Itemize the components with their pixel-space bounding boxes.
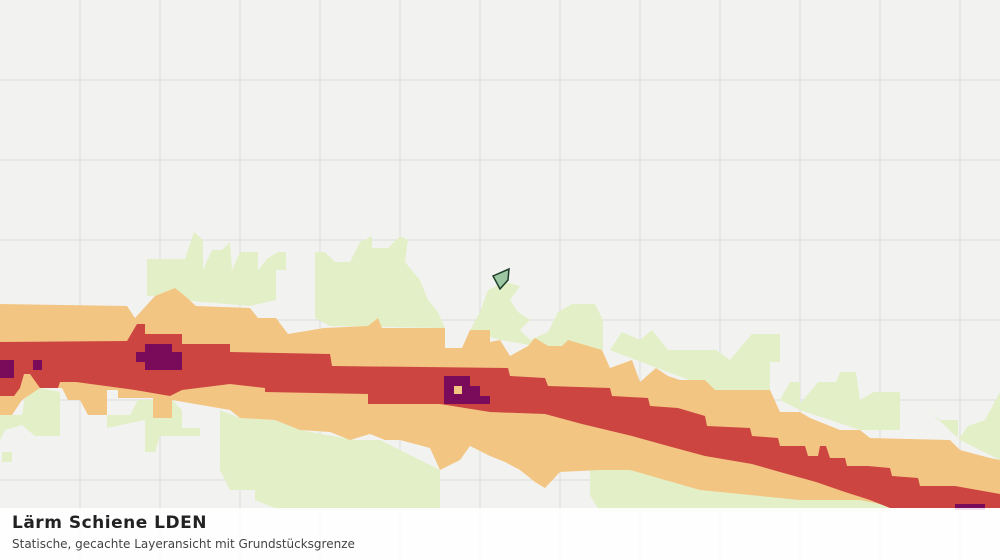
enclave — [454, 386, 462, 394]
layer-subtitle: Statische, gecachte Layeransicht mit Gru… — [12, 537, 355, 551]
noise-zone-high — [0, 324, 1000, 508]
caption: Lärm Schiene LDEN Statische, gecachte La… — [0, 508, 1000, 560]
layer-title: Lärm Schiene LDEN — [12, 513, 207, 533]
noise-zone-very-high — [0, 344, 985, 510]
parcel-boundary — [491, 267, 510, 291]
